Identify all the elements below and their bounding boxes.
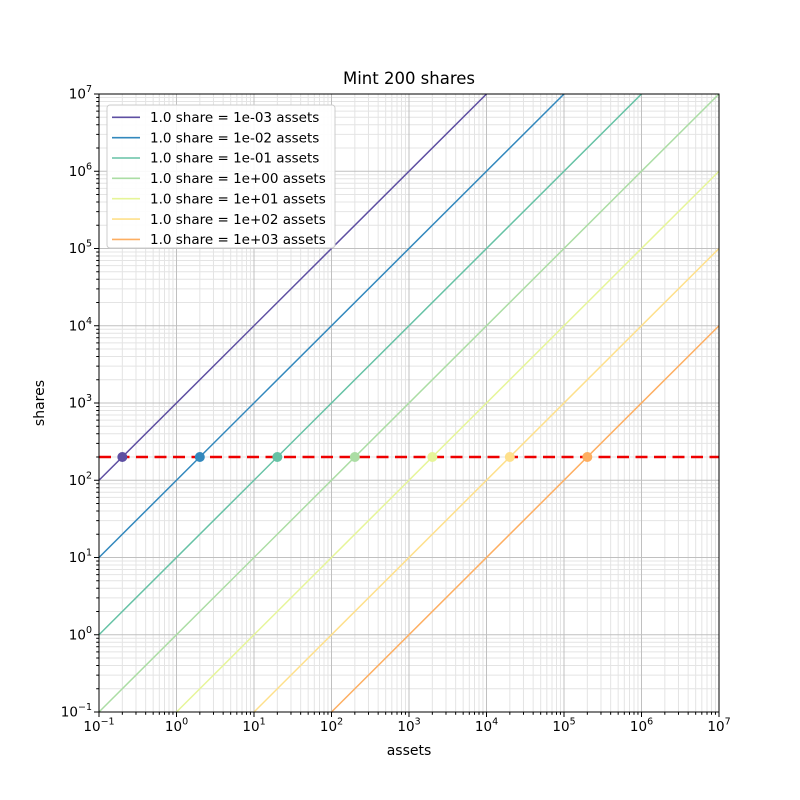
series-lines: [98, 93, 720, 713]
marker-dot-2: [272, 451, 283, 462]
y-tick-label-1e1: 101: [69, 548, 92, 567]
legend-label-0: 1.0 share = 1e-03 assets: [150, 110, 319, 126]
series-line-0: [98, 93, 488, 481]
legend-label-3: 1.0 share = 1e+00 assets: [150, 171, 326, 187]
marker-dot-3: [349, 451, 360, 462]
markers: [117, 451, 593, 462]
chart-title: Mint 200 shares: [343, 69, 475, 88]
series-line-6: [330, 325, 720, 713]
legend-box: [106, 104, 336, 249]
y-tick-label-1e2: 102: [69, 470, 92, 489]
legend-entry-2: 1.0 share = 1e-01 assets: [112, 151, 319, 167]
legend: 1.0 share = 1e-03 assets 1.0 share = 1e-0…: [106, 104, 336, 249]
x-tick-label-1e2: 102: [320, 717, 343, 736]
x-tick-label-1e-1: 10−1: [83, 717, 114, 736]
x-tick-label-1e7: 107: [707, 717, 730, 736]
legend-entry-1: 1.0 share = 1e-02 assets: [112, 130, 319, 146]
series-line-5: [253, 247, 720, 713]
legend-label-4: 1.0 share = 1e+01 assets: [150, 191, 326, 207]
x-tick-label-1e6: 106: [630, 717, 653, 736]
y-tick-label-1e5: 105: [69, 239, 92, 258]
y-tick-label-1e-1: 10−1: [61, 702, 92, 721]
x-tick-label-1e1: 101: [242, 717, 265, 736]
marker-dot-6: [582, 451, 593, 462]
x-tick-label-1e3: 103: [397, 717, 420, 736]
x-tick-label-1e5: 105: [552, 717, 575, 736]
y-tick-label-1e7: 107: [69, 84, 92, 103]
series-line-1: [98, 93, 565, 559]
y-axis-label: shares: [32, 380, 48, 426]
x-axis-label: assets: [387, 743, 432, 759]
marker-dot-4: [427, 451, 438, 462]
marker-dot-5: [504, 451, 515, 462]
legend-entry-3: 1.0 share = 1e+00 assets: [112, 171, 326, 187]
legend-entry-0: 1.0 share = 1e-03 assets: [112, 110, 319, 126]
legend-label-6: 1.0 share = 1e+03 assets: [150, 232, 326, 248]
x-tick-label-1e0: 100: [165, 717, 188, 736]
series-line-3: [98, 93, 720, 713]
marker-dot-0: [117, 451, 128, 462]
series-line-4: [175, 170, 720, 713]
marker-dot-1: [194, 451, 205, 462]
y-tick-label-1e4: 104: [69, 316, 92, 335]
legend-label-2: 1.0 share = 1e-01 assets: [150, 151, 319, 167]
legend-entry-6: 1.0 share = 1e+03 assets: [112, 232, 326, 248]
legend-entry-5: 1.0 share = 1e+02 assets: [112, 212, 326, 228]
legend-entry-4: 1.0 share = 1e+01 assets: [112, 191, 326, 207]
y-tick-label-1e3: 103: [69, 393, 92, 412]
y-tick-label-1e6: 106: [69, 161, 92, 180]
series-line-2: [98, 93, 643, 636]
y-tick-label-1e0: 100: [69, 625, 92, 644]
x-tick-label-1e4: 104: [475, 717, 498, 736]
axis-ticks: [94, 93, 720, 717]
legend-label-5: 1.0 share = 1e+02 assets: [150, 212, 326, 228]
legend-label-1: 1.0 share = 1e-02 assets: [150, 130, 319, 146]
